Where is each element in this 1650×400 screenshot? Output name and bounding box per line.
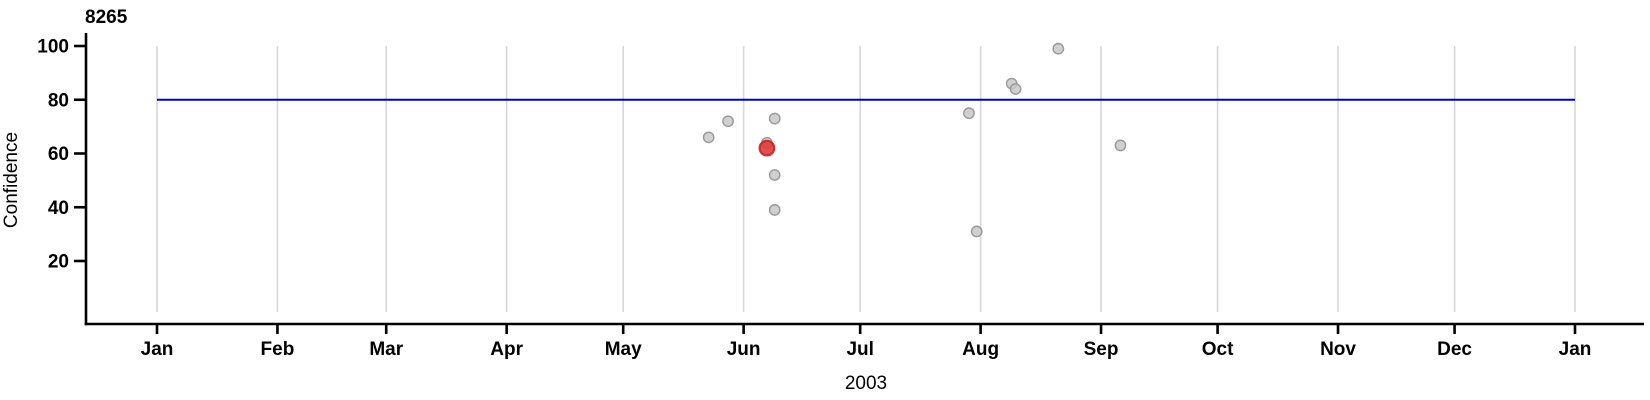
x-tick-label: Jan (1559, 339, 1592, 360)
data-point (1009, 83, 1022, 95)
x-tick-label: Jun (727, 339, 761, 360)
y-axis-title: Confidence (1, 132, 22, 228)
x-tick-label: Sep (1084, 339, 1119, 360)
highlighted-data-point (758, 139, 776, 157)
y-tick-label: 60 (48, 144, 69, 165)
data-points-layer (702, 42, 1127, 238)
x-tick-label: Jan (141, 339, 174, 360)
data-point (963, 107, 975, 120)
data-point (768, 169, 781, 181)
data-point (722, 115, 734, 128)
chart-title: 8265 (85, 7, 128, 28)
label-layer: 20 40 60 80 100 Jan Feb Mar Apr May Jun Jul Aug Sep Oc… (37, 37, 1591, 361)
x-tick-label: Oct (1202, 339, 1234, 360)
data-point (702, 131, 715, 144)
data-point (1114, 139, 1127, 152)
x-axis-title-year: 2003 (845, 373, 887, 394)
x-tick-label: Nov (1320, 339, 1356, 360)
axis-layer (74, 33, 1644, 334)
data-point (1052, 42, 1065, 55)
data-point (970, 225, 983, 238)
x-tick-label: Mar (369, 339, 403, 360)
y-tick-label: 20 (48, 252, 69, 273)
data-point (768, 204, 781, 216)
x-tick-label: Apr (490, 339, 523, 360)
x-tick-label: Dec (1437, 339, 1472, 360)
x-tick-label: Aug (962, 339, 999, 360)
x-tick-label: May (605, 339, 642, 360)
y-tick-label: 100 (37, 37, 69, 58)
grid-layer (156, 46, 1576, 312)
y-tick-label: 80 (48, 90, 69, 111)
y-tick-label: 40 (48, 198, 69, 219)
x-tick-label: Jul (846, 339, 873, 360)
data-point (768, 112, 781, 125)
x-tick-label: Feb (261, 339, 295, 360)
